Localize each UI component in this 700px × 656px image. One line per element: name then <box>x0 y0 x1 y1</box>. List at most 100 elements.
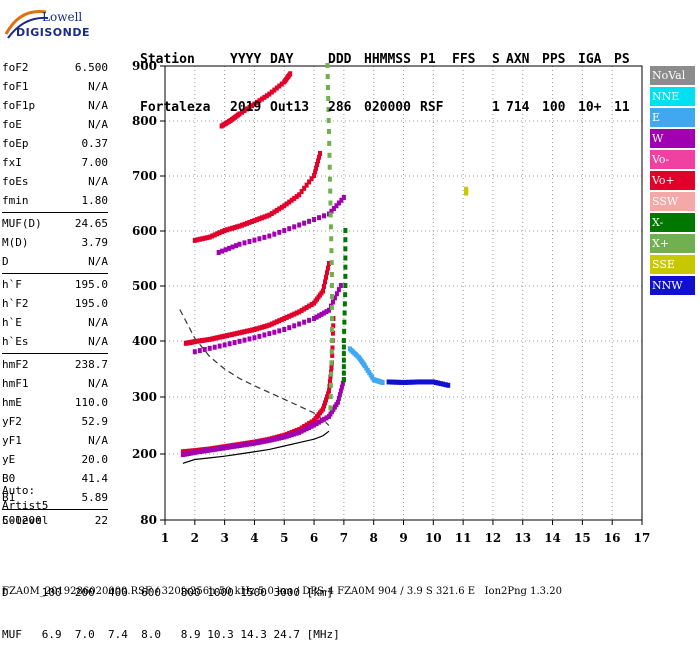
param-value: N/A <box>88 316 108 329</box>
digisonde-logo: Lowell DIGISONDE <box>2 4 100 46</box>
echo-point <box>212 446 217 452</box>
station-header: Station YYYY DAY DDD HHMMSS P1 FFS S AXN… <box>140 20 634 132</box>
echo-point <box>343 264 348 270</box>
echo-point <box>247 336 252 342</box>
param-name: foEs <box>2 175 29 188</box>
logo-swoosh-icon <box>4 9 49 39</box>
echo-point <box>292 323 297 329</box>
echo-point <box>334 203 339 209</box>
param-name: yF2 <box>2 415 22 428</box>
echo-point <box>294 194 299 200</box>
x-tick-label: 11 <box>455 531 472 545</box>
echo-point <box>328 374 333 380</box>
echo-point <box>317 313 322 319</box>
echo-point <box>426 379 431 385</box>
echo-point <box>329 305 334 310</box>
echo-point <box>247 219 252 225</box>
file-info-footer: FZA0M_2019286020000.RSF / 320fx256h 50 k… <box>2 586 562 597</box>
echo-point <box>297 309 302 315</box>
echo-point <box>262 214 267 220</box>
echo-point <box>299 428 304 434</box>
echo-point <box>329 294 334 299</box>
polarization-legend: NoVal NNE E W Vo- Vo+ SSW X- X+ SSE NNW <box>650 66 695 297</box>
echo-point <box>302 185 307 191</box>
echo-point <box>254 326 259 332</box>
param-name: h`Es <box>2 335 29 348</box>
echo-point <box>307 420 312 426</box>
model-profile-dashed-line <box>179 309 330 426</box>
echo-point <box>421 379 426 385</box>
echo-point <box>202 346 207 352</box>
y-tick-label: 80 <box>140 513 157 527</box>
echo-point <box>438 381 443 387</box>
echo-point <box>329 260 334 266</box>
echo-point <box>212 232 217 238</box>
echo-point <box>202 448 207 454</box>
echo-point <box>279 435 284 441</box>
echo-point <box>244 106 249 112</box>
x-tick-label: 12 <box>485 531 502 545</box>
echo-point <box>341 195 346 200</box>
param-row: C-level 22 <box>2 511 108 530</box>
auto-label: Auto: <box>2 484 36 497</box>
echo-point <box>235 443 240 449</box>
echo-point <box>416 379 421 385</box>
echo-point <box>413 379 418 385</box>
legend-item: SSW <box>650 192 695 211</box>
param-row: hmF1 N/A <box>2 374 108 393</box>
echo-point <box>302 306 307 312</box>
auto-version: 500200 <box>2 514 42 527</box>
echo-point <box>244 328 249 334</box>
echo-point <box>264 438 269 444</box>
param-value: 1.80 <box>81 194 109 207</box>
echo-point <box>341 357 346 363</box>
echo-point <box>446 382 451 388</box>
echo-point <box>259 324 264 330</box>
x-tick-label: 5 <box>280 531 288 545</box>
echo-point <box>289 197 294 203</box>
legend-item: X+ <box>650 234 695 253</box>
echo-point <box>314 314 319 320</box>
echo-point <box>232 340 237 346</box>
echo-point <box>249 219 254 225</box>
header-value: RSF <box>420 100 444 115</box>
echo-point <box>327 152 332 158</box>
x-tick-label: 7 <box>340 531 348 545</box>
param-value: N/A <box>88 80 108 93</box>
echo-point <box>322 400 327 406</box>
echo-point <box>252 440 257 446</box>
echo-point <box>327 164 332 170</box>
echo-point <box>227 444 232 450</box>
echo-point <box>264 323 269 329</box>
echo-point <box>322 403 326 409</box>
muf-table: D 100 200 400 600 800 1000 1500 3000 [km… <box>2 558 340 656</box>
muf-row: MUF 6.9 7.0 7.4 8.0 8.9 10.3 14.3 24.7 [… <box>2 628 340 641</box>
param-name: h`F <box>2 278 22 291</box>
echo-point <box>259 215 264 221</box>
echo-point <box>326 118 331 123</box>
param-row: h`F 195.0 <box>2 275 108 294</box>
echo-point <box>235 330 240 336</box>
header-value <box>452 100 492 116</box>
header-values-row: Fortaleza 2019 Out13 286 020000 RSF 1 71… <box>140 100 634 116</box>
echo-point <box>309 176 314 182</box>
param-row: foEs N/A <box>2 172 108 191</box>
echo-point <box>242 108 247 114</box>
param-value: N/A <box>88 118 108 131</box>
echo-point <box>237 241 242 247</box>
echo-point <box>329 316 334 321</box>
echo-point <box>220 334 225 340</box>
param-separator <box>2 273 108 274</box>
echo-point <box>217 334 222 340</box>
header-value: 020000 <box>364 100 411 115</box>
header-label: YYYY <box>230 52 262 67</box>
y-tick-label: 500 <box>132 279 157 293</box>
echo-point <box>220 445 225 451</box>
echo-point <box>237 443 242 449</box>
echo-point <box>340 380 345 386</box>
echo-point <box>312 316 317 321</box>
echo-point <box>309 419 314 425</box>
echo-point <box>330 299 335 305</box>
param-value: N/A <box>88 175 108 188</box>
echo-point <box>222 228 227 233</box>
